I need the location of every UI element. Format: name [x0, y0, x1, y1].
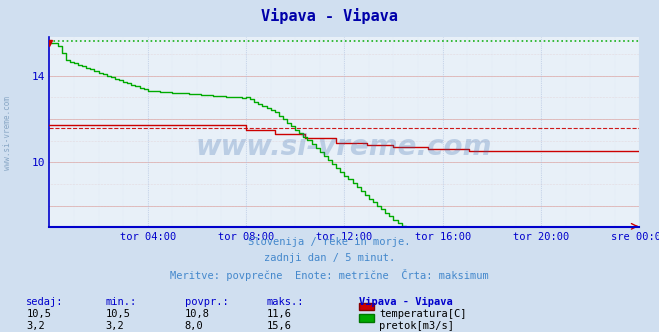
Text: 11,6: 11,6: [267, 309, 292, 319]
Text: min.:: min.:: [105, 297, 136, 307]
Text: maks.:: maks.:: [267, 297, 304, 307]
Text: 10,5: 10,5: [105, 309, 130, 319]
Text: Meritve: povprečne  Enote: metrične  Črta: maksimum: Meritve: povprečne Enote: metrične Črta:…: [170, 269, 489, 281]
Text: sedaj:: sedaj:: [26, 297, 64, 307]
Text: Vipava - Vipava: Vipava - Vipava: [359, 297, 453, 307]
Text: 10,8: 10,8: [185, 309, 210, 319]
Text: 10,5: 10,5: [26, 309, 51, 319]
Text: www.si-vreme.com: www.si-vreme.com: [3, 96, 13, 170]
Text: 3,2: 3,2: [105, 321, 124, 331]
Text: Slovenija / reke in morje.: Slovenija / reke in morje.: [248, 237, 411, 247]
Text: pretok[m3/s]: pretok[m3/s]: [379, 321, 454, 331]
Text: 3,2: 3,2: [26, 321, 45, 331]
Text: temperatura[C]: temperatura[C]: [379, 309, 467, 319]
Text: zadnji dan / 5 minut.: zadnji dan / 5 minut.: [264, 253, 395, 263]
Text: povpr.:: povpr.:: [185, 297, 228, 307]
Text: 15,6: 15,6: [267, 321, 292, 331]
Text: 8,0: 8,0: [185, 321, 203, 331]
Text: www.si-vreme.com: www.si-vreme.com: [196, 133, 492, 161]
Text: Vipava - Vipava: Vipava - Vipava: [261, 8, 398, 24]
